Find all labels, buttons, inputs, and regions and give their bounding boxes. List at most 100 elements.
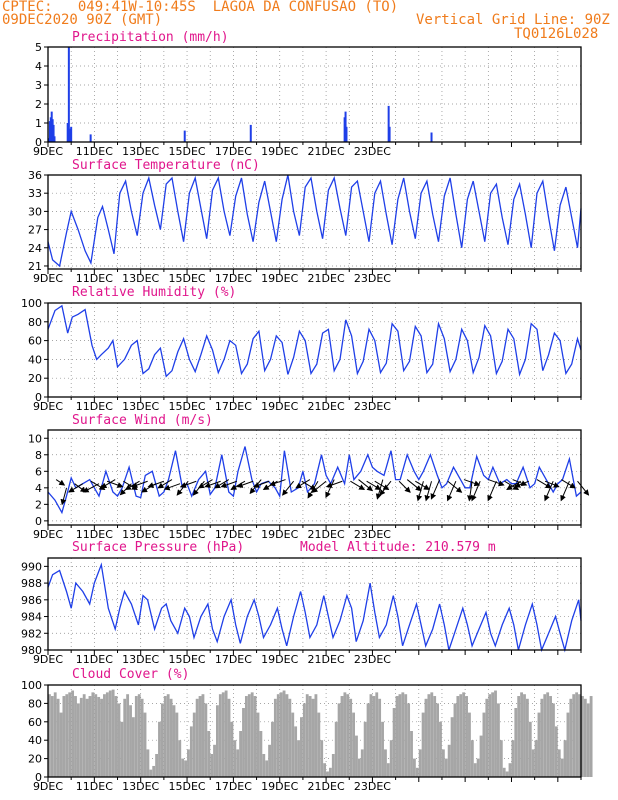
precip-bar <box>249 124 252 142</box>
series-line <box>47 174 582 268</box>
cloud-bar <box>447 744 451 777</box>
panel-frame <box>47 46 582 143</box>
wind-arrow <box>447 480 463 493</box>
cloud-bar <box>268 744 271 777</box>
x-tick-label: 23DEC <box>354 145 391 158</box>
wind-arrow <box>358 479 374 492</box>
cloud-bar <box>273 698 277 777</box>
cloud-bar <box>218 694 222 777</box>
wind-arrow <box>82 483 100 493</box>
cloud-bar <box>94 694 98 777</box>
panel-frame <box>47 174 582 270</box>
cloud-bar <box>421 712 425 777</box>
cloud-bar <box>288 698 292 777</box>
cloud-bar <box>482 712 486 777</box>
cloud-bar <box>68 692 72 777</box>
wind-arrow <box>147 480 165 488</box>
cloud-bar <box>569 698 573 777</box>
precip-bar <box>70 126 73 142</box>
cloud-bar <box>363 721 367 777</box>
y-tick-label: 980 <box>21 644 42 657</box>
panel-precipitation: 0 1 2 3 4 5 9DEC 11DEC 13DEC 15DEC 17DEC 19DEC 21DEC… <box>33 30 582 158</box>
cloud-bar <box>546 692 550 777</box>
cloud-bar <box>100 698 103 777</box>
cloud-bar <box>346 694 350 777</box>
cloud-bar <box>328 767 332 777</box>
cloud-bar <box>256 712 260 777</box>
x-tick-label: 15DEC <box>168 145 205 158</box>
cloud-bar <box>265 760 269 777</box>
cloud-bar <box>143 712 147 777</box>
wind-arrow <box>220 480 238 488</box>
cloud-bar <box>563 740 567 777</box>
cloud-bar <box>369 694 373 777</box>
x-tick-label: 23DEC <box>354 653 391 666</box>
cloud-bar <box>59 712 63 777</box>
y-tick-label: 0 <box>35 771 42 784</box>
cloud-bar <box>378 698 382 777</box>
cloud-bar <box>91 692 95 777</box>
cloud-bar <box>181 758 185 777</box>
cloud-bar <box>357 758 361 777</box>
cloud-bar <box>572 694 576 777</box>
y-tick-label: 10 <box>28 432 42 445</box>
x-tick-label: 17DEC <box>215 528 252 541</box>
panel-frame <box>47 684 582 778</box>
y-tick-label: 36 <box>28 169 42 182</box>
cloud-bar <box>496 703 500 777</box>
cloud-bar <box>114 696 118 777</box>
x-tick-label: 19DEC <box>261 528 298 541</box>
x-tick-label: 17DEC <box>215 145 252 158</box>
cloud-bar <box>117 703 121 777</box>
cloud-bar <box>82 694 86 777</box>
x-tick-label: 15DEC <box>168 400 205 413</box>
cloud-bar <box>523 694 526 777</box>
cloud-bar <box>543 694 547 777</box>
cloud-bar <box>450 717 454 777</box>
series-line <box>47 446 582 515</box>
cloud-bar <box>233 740 237 777</box>
cloud-bar <box>201 694 205 777</box>
cloud-bar <box>160 703 164 777</box>
cloud-bar <box>65 694 69 777</box>
cloud-bar <box>473 763 477 777</box>
cloud-bar <box>195 698 199 777</box>
y-tick-label: 30 <box>28 205 42 218</box>
cloud-bar <box>343 692 347 777</box>
precip-bar <box>387 105 390 142</box>
x-tick-label: 17DEC <box>215 272 252 285</box>
cloud-bar <box>198 696 202 777</box>
y-tick-label: 60 <box>28 716 42 729</box>
cloud-bar <box>253 696 257 777</box>
y-tick-label: 3 <box>35 79 42 92</box>
precip-bar <box>430 132 433 142</box>
cloud-bar <box>456 696 460 777</box>
wind-arrow <box>471 481 481 502</box>
cloud-bar <box>401 692 405 777</box>
x-tick-label: 21DEC <box>308 400 345 413</box>
x-tick-label: 19DEC <box>261 780 298 793</box>
cloud-bar <box>583 698 587 777</box>
cloud-bar <box>120 721 124 777</box>
cloud-bar <box>308 696 312 777</box>
wind-arrow <box>375 479 384 500</box>
panel-wind: 0 2 4 6 8 10 9DEC 11DEC 13DEC 15DEC 17DEC 19DEC 21DE… <box>28 413 590 541</box>
x-tick-label: 17DEC <box>215 780 252 793</box>
cloud-bar <box>410 731 413 777</box>
x-tick-label: 11DEC <box>76 653 113 666</box>
x-tick-label: 21DEC <box>308 272 345 285</box>
cloud-bar <box>586 703 590 777</box>
cloud-bar <box>169 698 173 777</box>
cloud-bar <box>540 698 544 777</box>
panel-pressure: 980 982 984 986 988 990 9DEC 11DEC 13DEC 15DEC 17D… <box>21 540 582 666</box>
x-tick-label: 19DEC <box>261 145 298 158</box>
wind-arrow <box>68 483 84 493</box>
panel-title: Surface Pressure (hPa) <box>72 540 244 555</box>
panel-cloud-cover: 0 20 40 60 80 100 9DEC 11DEC 13DEC 15DEC 17DEC 19DE… <box>21 667 593 793</box>
cloud-bar <box>317 712 321 777</box>
cloud-bar <box>468 712 471 777</box>
cloud-bar <box>279 692 283 777</box>
x-tick-label: 9DEC <box>33 528 63 541</box>
y-tick-label: 2 <box>35 498 42 511</box>
